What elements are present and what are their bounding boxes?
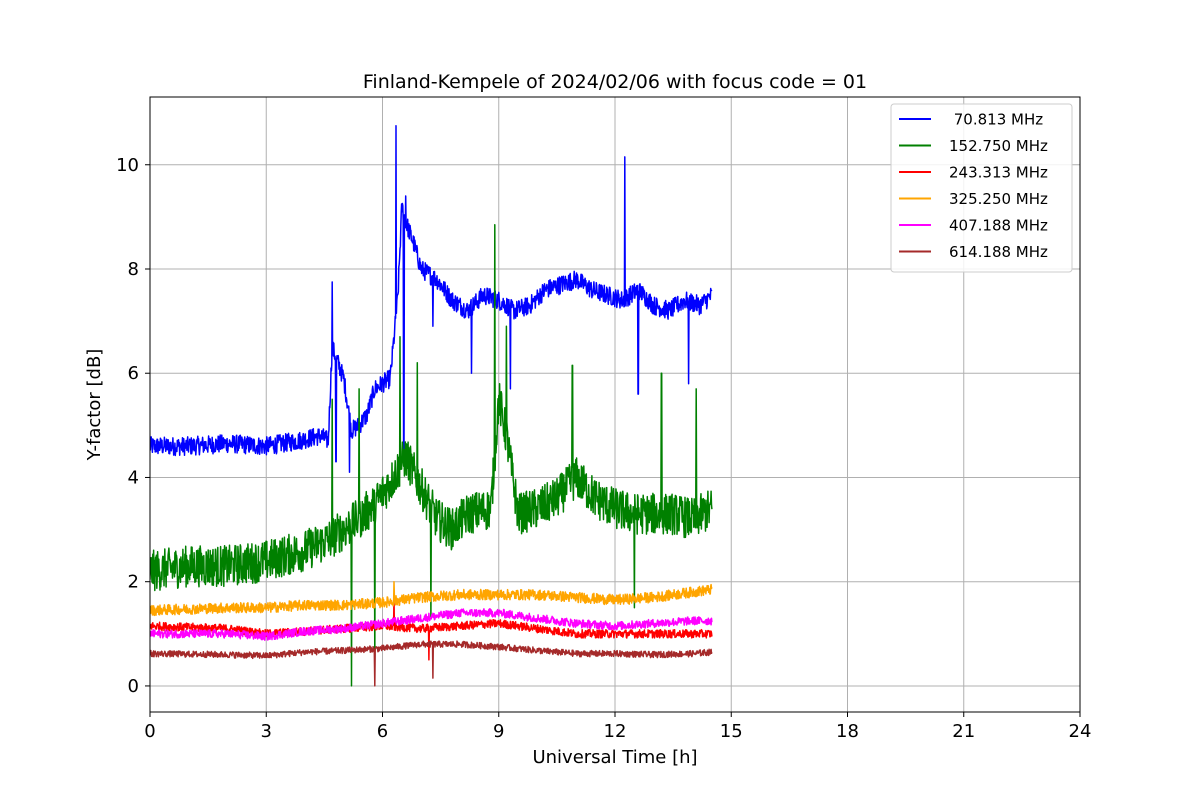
legend-entry: 152.750 MHz	[949, 137, 1048, 155]
legend-box	[890, 103, 1073, 273]
legend-entry: 325.250 MHz	[949, 190, 1048, 208]
y-axis-label: Y-factor [dB]	[84, 349, 105, 462]
x-axis-label: Universal Time [h]	[532, 747, 697, 768]
series-layer	[150, 124, 713, 687]
y-tick-label: 0	[128, 676, 139, 697]
series-line	[150, 124, 713, 474]
x-tick-label: 12	[604, 721, 627, 742]
y-tick-label: 6	[128, 363, 139, 384]
y-tick-label: 2	[128, 572, 139, 593]
y-tick-label: 4	[128, 467, 139, 488]
legend-entry: 407.188 MHz	[949, 217, 1048, 235]
series-line	[150, 580, 713, 617]
y-tick-label: 8	[128, 259, 139, 280]
x-tick-label: 6	[377, 721, 388, 742]
chart-title: Finland-Kempele of 2024/02/06 with focus…	[363, 71, 867, 93]
x-axis: 0 3 6 9 12 15 18 21 24	[144, 712, 1091, 742]
legend-entry: 243.313 MHz	[949, 164, 1048, 182]
series-line	[150, 608, 713, 641]
x-tick-label: 15	[720, 721, 743, 742]
series-line	[150, 593, 713, 661]
legend-entry: 70.813 MHz	[949, 111, 1043, 129]
x-tick-label: 9	[493, 721, 504, 742]
x-tick-label: 21	[952, 721, 975, 742]
y-tick-label: 10	[116, 155, 139, 176]
x-tick-label: 24	[1069, 721, 1092, 742]
y-axis: 0 2 4 6 8 10	[116, 155, 150, 697]
series-line	[150, 640, 713, 687]
x-tick-label: 3	[261, 721, 272, 742]
legend: 70.813 MHz 152.750 MHz 243.313 MHz 325.250 …	[890, 103, 1073, 273]
x-tick-label: 0	[144, 721, 155, 742]
legend-entry: 614.188 MHz	[949, 243, 1048, 261]
x-tick-label: 18	[836, 721, 859, 742]
